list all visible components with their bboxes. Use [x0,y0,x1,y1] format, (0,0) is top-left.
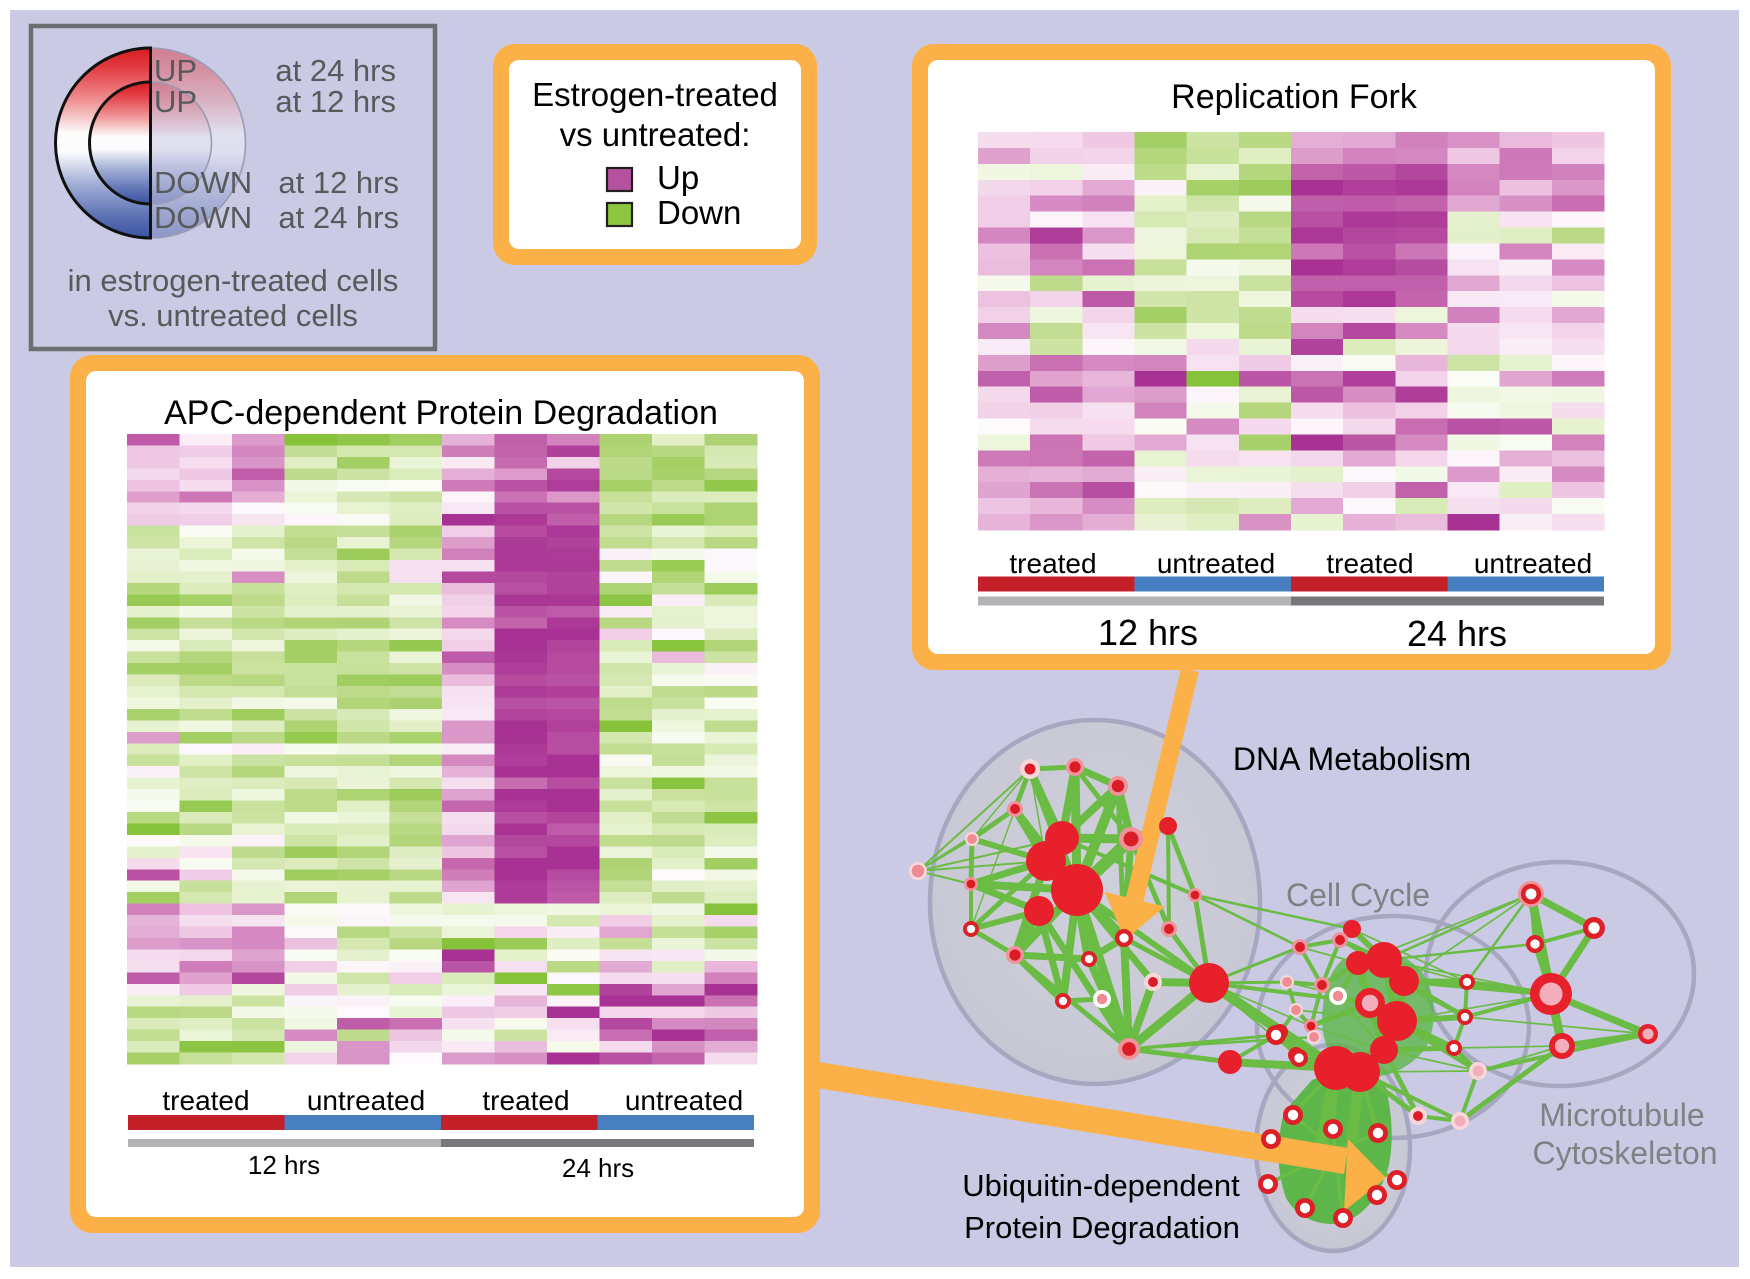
svg-text:at 12 hrs: at 12 hrs [275,84,396,119]
svg-text:treated: treated [1009,548,1096,579]
svg-text:Estrogen-treated: Estrogen-treated [532,76,778,113]
svg-text:in estrogen-treated cells: in estrogen-treated cells [68,263,399,298]
svg-text:at 12 hrs: at 12 hrs [278,165,399,200]
svg-text:Protein Degradation: Protein Degradation [964,1210,1240,1245]
svg-text:DNA Metabolism: DNA Metabolism [1233,741,1471,777]
svg-text:DOWN: DOWN [154,165,252,200]
svg-text:vs untreated:: vs untreated: [560,116,751,153]
svg-text:untreated: untreated [625,1085,743,1116]
svg-text:24 hrs: 24 hrs [1407,613,1507,654]
svg-text:treated: treated [1326,548,1413,579]
svg-text:UP: UP [154,84,197,119]
svg-text:UP: UP [154,53,197,88]
svg-text:APC-dependent Protein Degradat: APC-dependent Protein Degradation [164,394,718,432]
svg-text:12 hrs: 12 hrs [248,1150,320,1180]
svg-text:Microtubule: Microtubule [1539,1097,1704,1133]
svg-text:at 24 hrs: at 24 hrs [278,200,399,235]
svg-text:treated: treated [162,1085,249,1116]
svg-text:Up: Up [657,159,699,196]
svg-text:untreated: untreated [307,1085,425,1116]
svg-text:untreated: untreated [1474,548,1592,579]
svg-text:Ubiquitin-dependent: Ubiquitin-dependent [962,1168,1240,1203]
svg-text:treated: treated [482,1085,569,1116]
svg-text:Cytoskeleton: Cytoskeleton [1533,1135,1718,1171]
svg-text:24 hrs: 24 hrs [562,1153,634,1183]
svg-text:Cell Cycle: Cell Cycle [1286,877,1430,913]
svg-text:at 24 hrs: at 24 hrs [275,53,396,88]
svg-text:Down: Down [657,194,741,231]
svg-text:DOWN: DOWN [154,200,252,235]
svg-text:untreated: untreated [1157,548,1275,579]
svg-text:vs. untreated cells: vs. untreated cells [108,298,358,333]
svg-text:12 hrs: 12 hrs [1098,612,1198,653]
svg-text:Replication Fork: Replication Fork [1171,78,1418,116]
